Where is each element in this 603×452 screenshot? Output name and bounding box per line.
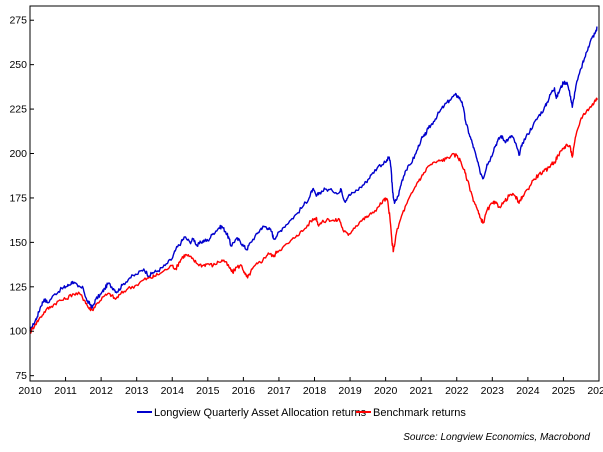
x-tick-label: 2017: [267, 385, 291, 397]
series-line-longview: [29, 26, 598, 332]
x-tick-label: 2018: [303, 385, 327, 397]
x-tick-label: 2019: [338, 385, 362, 397]
x-tick-label: 2022: [445, 385, 469, 397]
x-tick-label: 2011: [54, 385, 77, 397]
y-tick-label: 75: [15, 370, 27, 382]
x-tick-label: 2016: [232, 385, 256, 397]
x-tick-label: 2012: [89, 385, 113, 397]
source-note: Source: Longview Economics, Macrobond: [403, 432, 590, 443]
y-tick-label: 275: [9, 15, 27, 27]
x-tick-label: 2014: [161, 385, 185, 397]
series-layer: [29, 26, 598, 334]
x-tick-label: 2023: [481, 385, 505, 397]
y-tick-label: 150: [9, 237, 27, 249]
y-tick-label: 100: [9, 326, 27, 338]
legend: Longview Quarterly Asset Allocation retu…: [137, 407, 466, 419]
legend-label-benchmark: Benchmark returns: [373, 407, 466, 419]
x-tick-label: 2013: [125, 385, 149, 397]
x-tick-label: 2020: [374, 385, 398, 397]
x-tick-label: 2025: [552, 385, 576, 397]
x-tick-label: 2021: [410, 385, 434, 397]
x-tick-label: 2015: [196, 385, 220, 397]
series-line-benchmark: [30, 97, 598, 334]
y-tick-label: 175: [9, 192, 27, 204]
y-tick-label: 250: [9, 59, 27, 71]
x-tick-label: 2024: [516, 385, 540, 397]
x-tick-label: 2010: [18, 385, 42, 397]
legend-label-longview: Longview Quarterly Asset Allocation retu…: [154, 407, 367, 419]
y-tick-label: 125: [9, 281, 27, 293]
x-axis: 2010 2011 2012 2013 2014 2015 2016 2017 2018 2019…: [18, 377, 603, 397]
y-tick-label: 200: [9, 148, 27, 160]
y-tick-label: 225: [9, 104, 27, 116]
x-tick-label: 2026: [587, 385, 603, 397]
y-axis: 75 100 125 150 175 200 225 250 275: [9, 15, 34, 382]
